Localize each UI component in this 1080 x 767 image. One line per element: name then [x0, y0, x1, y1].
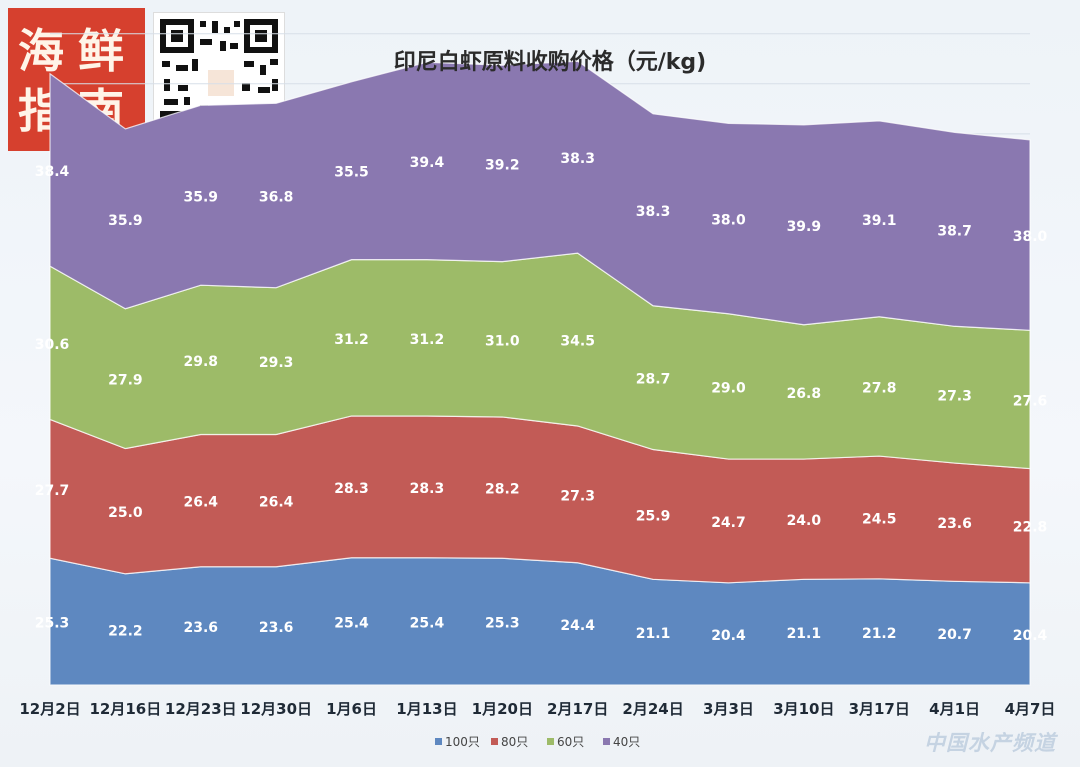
data-label: 21.1 — [787, 626, 822, 642]
legend-label: 40只 — [613, 735, 640, 749]
x-tick-label: 4月1日 — [929, 700, 980, 718]
data-label: 35.5 — [334, 165, 369, 181]
legend-swatch — [603, 738, 610, 745]
data-label: 27.6 — [1013, 393, 1048, 409]
data-label: 28.3 — [410, 481, 445, 497]
data-label: 31.2 — [410, 332, 445, 348]
data-label: 24.4 — [560, 618, 595, 634]
data-label: 27.8 — [862, 380, 897, 396]
data-label: 27.9 — [108, 373, 143, 389]
data-label: 35.9 — [183, 189, 218, 205]
data-label: 20.4 — [1013, 628, 1048, 644]
data-label: 25.4 — [334, 615, 369, 631]
data-label: 36.8 — [259, 190, 294, 206]
data-label: 28.2 — [485, 482, 520, 498]
data-label: 26.4 — [259, 495, 294, 511]
data-label: 25.4 — [410, 615, 445, 631]
data-label: 27.7 — [35, 483, 70, 499]
data-label: 29.3 — [259, 355, 294, 371]
legend-swatch — [491, 738, 498, 745]
watermark: 中国水产频道 — [924, 731, 1056, 755]
data-label: 25.3 — [485, 616, 520, 632]
data-label: 38.3 — [636, 204, 671, 220]
data-label: 35.9 — [108, 213, 143, 229]
data-label: 27.3 — [937, 389, 972, 405]
data-label: 31.0 — [485, 333, 520, 349]
x-tick-label: 2月24日 — [622, 700, 683, 718]
data-label: 21.2 — [862, 626, 897, 642]
data-label: 23.6 — [183, 620, 218, 636]
data-label: 38.7 — [937, 223, 972, 239]
data-label: 20.4 — [711, 628, 746, 644]
legend-swatch — [547, 738, 554, 745]
x-tick-label: 12月2日 — [19, 700, 80, 718]
data-label: 22.2 — [108, 623, 143, 639]
data-label: 30.6 — [35, 337, 70, 353]
data-label: 38.3 — [560, 151, 595, 167]
logo-char-1: 海 — [18, 24, 64, 78]
data-label: 20.7 — [937, 627, 972, 643]
data-label: 39.4 — [410, 155, 445, 171]
data-label: 29.0 — [711, 380, 746, 396]
data-label: 27.3 — [560, 488, 595, 504]
x-tick-label: 2月17日 — [547, 700, 608, 718]
chart-title: 印尼白虾原料收购价格（元/kg) — [394, 49, 706, 75]
x-tick-label: 12月16日 — [90, 700, 162, 718]
data-label: 25.3 — [35, 616, 70, 632]
data-label: 38.0 — [711, 213, 746, 229]
data-label: 39.2 — [485, 157, 520, 173]
qr-center-logo — [206, 68, 236, 98]
data-label: 39.1 — [862, 213, 897, 229]
data-label: 23.6 — [937, 516, 972, 532]
legend-label: 100只 — [445, 735, 480, 749]
data-label: 26.4 — [183, 495, 218, 511]
legend-label: 60只 — [557, 735, 584, 749]
data-label: 21.1 — [636, 626, 671, 642]
data-label: 24.0 — [787, 513, 822, 529]
data-label: 39.9 — [787, 219, 822, 235]
legend-swatch — [435, 738, 442, 745]
x-tick-label: 3月10日 — [773, 700, 834, 718]
data-label: 24.7 — [711, 515, 746, 531]
data-label: 25.9 — [636, 508, 671, 524]
x-tick-label: 12月30日 — [240, 700, 312, 718]
data-label: 23.6 — [259, 620, 294, 636]
data-label: 22.8 — [1013, 520, 1048, 536]
x-tick-label: 1月20日 — [472, 700, 533, 718]
data-label: 28.3 — [334, 481, 369, 497]
logo-char-2: 鲜 — [78, 24, 124, 78]
x-tick-label: 3月17日 — [849, 700, 910, 718]
legend: 100只 80只 60只 40只 — [435, 735, 640, 749]
data-label: 24.5 — [862, 511, 897, 527]
data-label: 26.8 — [787, 386, 822, 402]
area-series-3 — [49, 60, 1031, 331]
x-tick-label: 1月13日 — [396, 700, 457, 718]
data-label: 29.8 — [183, 354, 218, 370]
data-label: 38.4 — [35, 164, 70, 180]
x-tick-label: 4月7日 — [1005, 700, 1056, 718]
legend-label: 80只 — [501, 735, 528, 749]
x-tick-label: 3月3日 — [703, 700, 754, 718]
x-tick-label: 1月6日 — [326, 700, 377, 718]
data-label: 34.5 — [560, 334, 595, 350]
data-label: 28.7 — [636, 372, 671, 388]
x-tick-label: 12月23日 — [165, 700, 237, 718]
data-label: 25.0 — [108, 505, 143, 521]
data-label: 31.2 — [334, 332, 369, 348]
data-label: 38.0 — [1013, 229, 1048, 245]
